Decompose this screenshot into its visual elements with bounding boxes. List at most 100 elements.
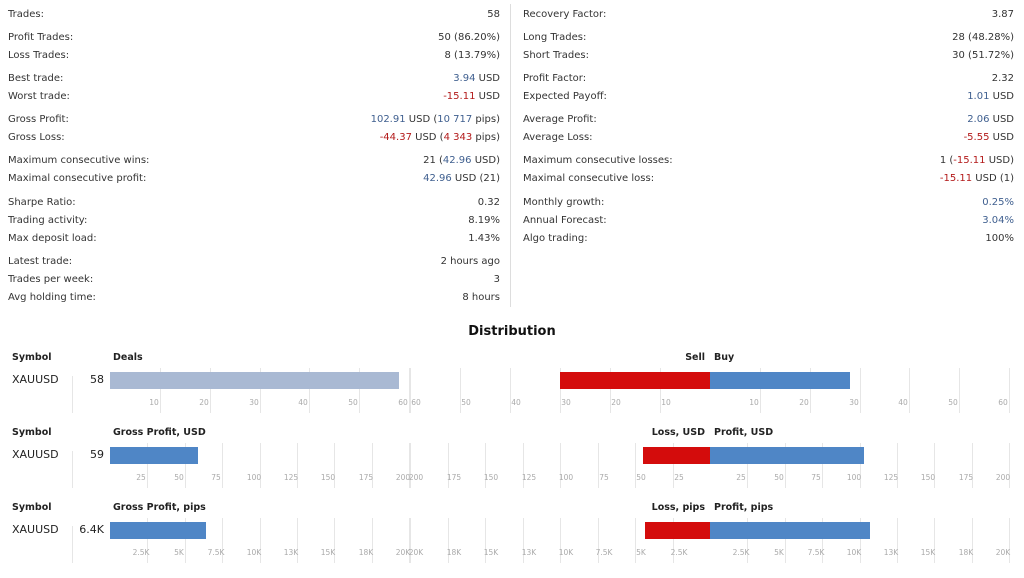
grid-line [185, 443, 186, 488]
stat-value-part: USD [475, 73, 500, 84]
grid-line [260, 443, 261, 488]
grid-line [334, 443, 335, 488]
tick-label: 10 [149, 398, 159, 407]
right-panel-label: Buy [714, 352, 735, 363]
stat-row-latest-trade: Latest trade: 2 hours ago [8, 254, 500, 270]
left-panel-label: Deals [113, 352, 143, 363]
stat-value: 2.06 USD [967, 112, 1014, 128]
grid-line [460, 368, 461, 413]
stat-value-part: 2.32 [991, 73, 1014, 84]
stat-value-part: 0.25% [982, 197, 1014, 208]
stat-value: 21 (42.96 USD) [423, 153, 500, 169]
stat-value: 0.25% [982, 195, 1014, 211]
stat-label: Avg holding time: [8, 292, 96, 303]
grid-line [523, 443, 524, 488]
stat-label: Worst trade: [8, 91, 70, 102]
stat-label: Maximum consecutive losses: [523, 155, 673, 166]
stat-value-part: pips) [472, 132, 500, 143]
stat-label: Profit Trades: [8, 32, 74, 43]
stat-label: Trading activity: [8, 215, 88, 226]
stat-row-max-deposit-load: Max deposit load: 1.43% [8, 231, 500, 247]
grid-line [909, 368, 910, 413]
tick-label: 20K [395, 548, 411, 557]
stat-value-part: 21 ( [423, 155, 443, 166]
stat-value: 1.43% [468, 231, 500, 247]
tick-label: 50 [636, 473, 646, 482]
tick-label: 25 [736, 473, 746, 482]
grid-line [860, 368, 861, 413]
stat-value-part: 2.06 [967, 114, 990, 125]
stat-value-part: 28 (48.28%) [952, 32, 1014, 43]
grid-line [260, 368, 261, 413]
stat-row-annual-forecast: Annual Forecast: 3.04% [523, 213, 1014, 229]
tick-label: 18K [446, 548, 462, 557]
stat-row-average-loss: Average Loss: -5.55 USD [523, 130, 1014, 146]
tick-label: 20 [199, 398, 209, 407]
tick-label: 20K [995, 548, 1011, 557]
grid-line [560, 368, 561, 413]
grid-line [785, 443, 786, 488]
stat-row-maximum-consecutive-losses: Maximum consecutive losses: 1 (-15.11 USD… [523, 153, 1014, 169]
stat-label: Gross Loss: [8, 132, 65, 143]
grid-line [409, 368, 410, 413]
right-panel-label: Profit, pips [714, 502, 774, 513]
tick-label: 20 [799, 398, 809, 407]
tick-label: 50 [948, 398, 958, 407]
stat-value-part: 8 (13.79%) [444, 50, 500, 61]
stat-value-part: USD ( [411, 132, 444, 143]
axis-line-left [72, 451, 73, 488]
stat-value-part: -44.37 [379, 132, 412, 143]
stat-value-part: 58 [487, 9, 500, 20]
stat-value-part: 4 343 [443, 132, 473, 143]
grid-line [222, 518, 223, 563]
tick-label: 30 [249, 398, 259, 407]
stat-label: Short Trades: [523, 50, 589, 61]
stat-value-part: 100% [985, 233, 1014, 244]
grid-line [372, 518, 373, 563]
tick-label: 10 [749, 398, 759, 407]
bar-left-total [110, 447, 198, 464]
tick-label: 13K [521, 548, 537, 557]
stat-value-part: 50 (86.20%) [438, 32, 500, 43]
tick-label: 150 [920, 473, 936, 482]
tick-label: 7.5K [207, 548, 225, 557]
grid-line [485, 443, 486, 488]
bar-sell-loss [645, 522, 710, 539]
bar-buy-profit [710, 522, 870, 539]
stat-value-part: 10 717 [437, 114, 473, 125]
stat-value-part: -15.11 [443, 91, 476, 102]
tick-label: 13K [283, 548, 299, 557]
stat-value-part: 102.91 [370, 114, 406, 125]
stat-value-part: 2 hours ago [440, 256, 500, 267]
stat-value: 28 (48.28%) [952, 30, 1014, 46]
stat-row-best-trade: Best trade: 3.94 USD [8, 71, 500, 87]
tick-label: 150 [320, 473, 336, 482]
tick-label: 125 [521, 473, 537, 482]
grid-line [297, 443, 298, 488]
stat-label: Latest trade: [8, 256, 73, 267]
count-value: 59 [90, 448, 104, 461]
stat-row-profit-trades: Profit Trades: 50 (86.20%) [8, 30, 500, 46]
axis-line-left [72, 526, 73, 563]
tick-label: 18K [358, 548, 374, 557]
tick-label: 2.5K [132, 548, 150, 557]
stat-value-part: -15.11 [953, 155, 986, 166]
stat-value-part: 42.96 [423, 173, 452, 184]
middle-panel-label: Sell [685, 352, 705, 363]
grid-line [359, 368, 360, 413]
axis-line-left [72, 376, 73, 413]
stat-value: 3.87 [992, 7, 1014, 23]
stat-row-trades-per-week: Trades per week: 3 [8, 272, 500, 288]
grid-line [334, 518, 335, 563]
grid-line [210, 368, 211, 413]
tick-label: 100 [846, 473, 862, 482]
stat-value: 2 hours ago [441, 254, 500, 270]
stat-label: Annual Forecast: [523, 215, 607, 226]
stats-divider [510, 4, 511, 307]
grid-line [660, 368, 661, 413]
stat-value: -15.11 USD [443, 89, 500, 105]
tick-label: 175 [358, 473, 374, 482]
stat-value: -15.11 USD (1) [940, 171, 1014, 187]
tick-label: 18K [958, 548, 974, 557]
grid-line [822, 518, 823, 563]
